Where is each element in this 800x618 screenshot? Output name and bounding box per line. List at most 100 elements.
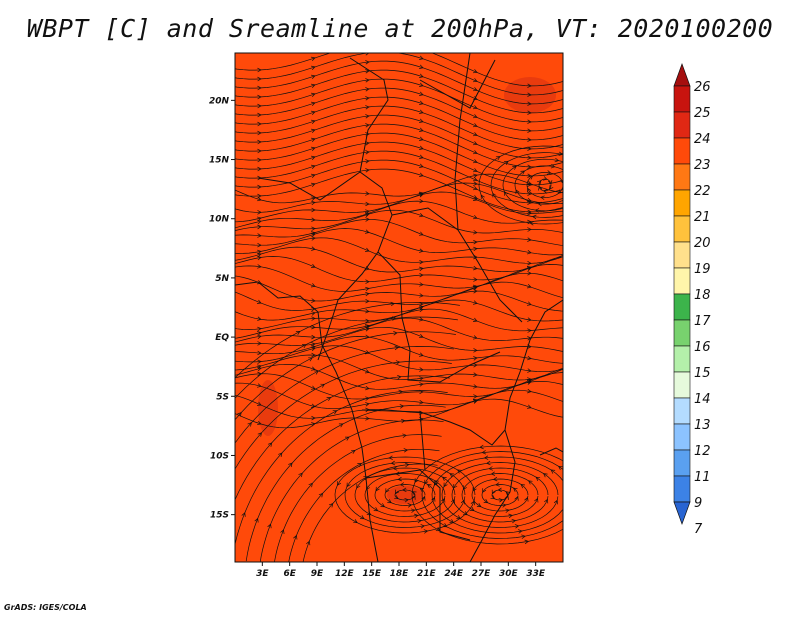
colorbar-segment (673, 345, 691, 373)
streamline-arrow (595, 176, 599, 180)
streamline (451, 467, 549, 523)
coastline (539, 447, 563, 456)
streamline-arrow (357, 463, 362, 468)
streamline-arrow (470, 500, 475, 506)
streamline (235, 159, 563, 204)
streamline-arrow (375, 486, 380, 492)
streamline (235, 336, 563, 364)
streamline-arrow (311, 342, 316, 347)
streamline-arrow (557, 465, 563, 471)
streamline (471, 478, 529, 512)
colorbar-segment (673, 163, 691, 191)
streamline-arrow (295, 331, 301, 335)
streamline (514, 165, 563, 205)
streamline-arrow (473, 230, 478, 235)
streamline-arrow (320, 383, 326, 388)
streamline (245, 404, 446, 562)
streamline-arrow (380, 503, 386, 508)
streamline-arrow (257, 112, 262, 118)
colorbar-label: 7 (694, 522, 703, 537)
streamline-arrow (536, 180, 542, 185)
streamline-arrow (527, 110, 532, 115)
streamline-arrow (419, 317, 424, 322)
streamline (235, 360, 452, 470)
streamline-arrow (546, 170, 552, 175)
streamline-arrow (256, 401, 262, 406)
streamline-arrow (311, 298, 316, 303)
border (257, 171, 393, 326)
streamline-arrow (365, 105, 370, 110)
streamline-arrow (365, 201, 370, 207)
streamline-arrow (479, 444, 484, 450)
streamline-arrow (534, 208, 540, 213)
streamline-arrow (365, 325, 370, 330)
streamline-arrow (527, 271, 532, 276)
streamline-arrow (365, 298, 370, 304)
streamline-arrow (311, 236, 316, 241)
streamline (235, 132, 563, 177)
streamline-arrow (480, 194, 485, 200)
streamline-arrow (257, 76, 262, 82)
streamline (394, 489, 416, 501)
streamline (235, 105, 563, 150)
streamline-arrow (473, 285, 478, 290)
streamline-arrow (528, 175, 534, 180)
streamline-arrow (419, 301, 424, 307)
streamline-arrow (449, 473, 455, 478)
streamline-arrow (267, 442, 273, 447)
streamline (288, 448, 440, 562)
streamline (235, 168, 563, 213)
streamline-arrow (538, 185, 543, 191)
streamline (235, 150, 563, 195)
streamline-arrow (472, 186, 478, 191)
streamline-arrow (492, 476, 498, 482)
border (391, 207, 523, 323)
streamline-arrow (537, 201, 543, 207)
streamline-arrow (473, 372, 478, 377)
streamline-arrow (527, 128, 532, 133)
streamline-arrow (338, 423, 344, 428)
streamline-arrow (527, 137, 532, 142)
streamline-arrow (531, 214, 537, 220)
streamline (235, 53, 563, 87)
x-tick-label: 27E (472, 569, 492, 579)
streamline (302, 463, 438, 562)
streamline-arrow (311, 164, 316, 170)
x-tick-label: 24E (444, 569, 464, 579)
streamline-arrow (527, 237, 532, 242)
streamline-arrow (257, 255, 262, 261)
streamline-arrow (419, 136, 424, 141)
streamline-arrow (326, 397, 332, 401)
streamline-arrow (420, 524, 426, 529)
streamline-arrow (572, 178, 576, 182)
streamline (235, 346, 454, 444)
streamline-arrow (203, 496, 207, 500)
colorbar-segment (673, 241, 691, 269)
streamline-arrow (450, 498, 456, 504)
streamline-arrow (527, 182, 532, 187)
streamline-arrow (554, 157, 560, 163)
streamline-arrow (524, 496, 529, 502)
streamline-arrow (257, 148, 262, 154)
colorbar-label: 20 (694, 236, 711, 251)
streamline-arrow (351, 449, 356, 454)
streamline-arrow (404, 497, 409, 503)
streamline-arrow (472, 141, 478, 146)
streamline-arrow (308, 482, 313, 488)
colorbar-label: 13 (694, 418, 711, 433)
y-tick-label: 20N (209, 96, 230, 106)
colorbar-segment (673, 397, 691, 425)
streamline-arrow (302, 344, 307, 349)
streamline-arrow (257, 210, 262, 215)
streamline-arrow (550, 164, 556, 169)
streamline-arrow (257, 334, 262, 339)
streamline-arrow (472, 78, 478, 83)
streamline-arrow (469, 507, 475, 512)
streamline-arrow (257, 249, 262, 255)
streamline-arrow (311, 110, 316, 116)
streamline (344, 462, 466, 528)
streamline-arrow (237, 412, 242, 417)
streamline-arrow (490, 471, 496, 476)
colorbar-label: 21 (694, 210, 711, 225)
colorbar-segment (673, 423, 691, 451)
